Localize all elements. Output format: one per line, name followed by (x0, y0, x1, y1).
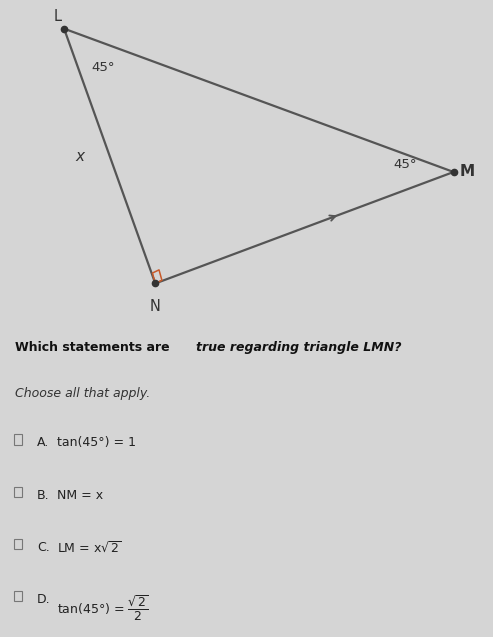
Text: tan(45°) = 1: tan(45°) = 1 (57, 436, 136, 449)
Text: A.: A. (37, 436, 49, 449)
Text: B.: B. (37, 489, 50, 501)
Text: x: x (75, 148, 85, 164)
Text: 45°: 45° (91, 61, 115, 73)
Text: D.: D. (37, 593, 51, 606)
Text: Choose all that apply.: Choose all that apply. (15, 387, 150, 399)
Text: LM = x$\sqrt{2}$: LM = x$\sqrt{2}$ (57, 541, 121, 556)
Text: Which statements are: Which statements are (15, 341, 174, 354)
Text: C.: C. (37, 541, 50, 554)
Text: NM = x: NM = x (57, 489, 103, 501)
Text: true regarding triangle LMN?: true regarding triangle LMN? (196, 341, 402, 354)
Text: N: N (150, 299, 161, 315)
Text: tan(45°) = $\dfrac{\sqrt{2}}{2}$: tan(45°) = $\dfrac{\sqrt{2}}{2}$ (57, 593, 148, 623)
Text: L: L (54, 8, 62, 24)
Text: 45°: 45° (393, 158, 417, 171)
Text: M: M (459, 164, 475, 180)
